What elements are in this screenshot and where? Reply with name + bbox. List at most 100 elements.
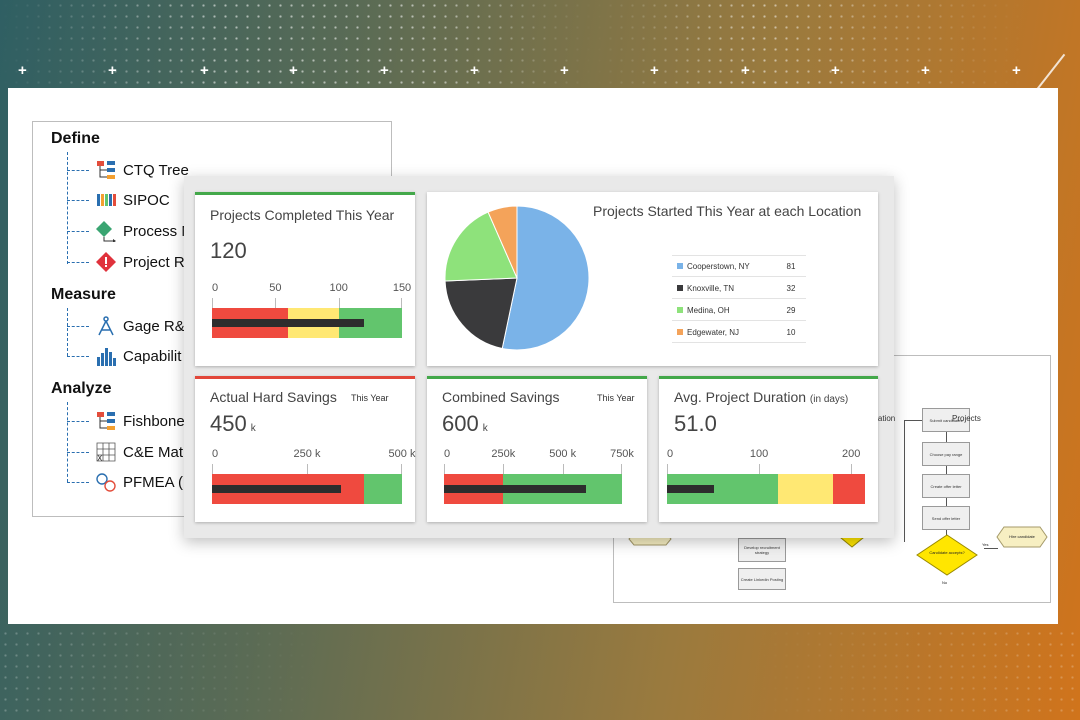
axis-tick-label: 500 k: [388, 448, 416, 460]
kpi-number: 450: [210, 411, 247, 436]
tree-item-capability[interactable]: Capabilit: [67, 344, 181, 368]
sipoc-icon: [97, 194, 116, 206]
plus-decoration-icon: +: [18, 62, 27, 79]
tree-item-pfmea[interactable]: PFMEA (F: [67, 470, 192, 494]
bar-chart-icon: [97, 348, 116, 366]
axis-tick-label: 50: [269, 282, 282, 294]
legend-row[interactable]: Knoxville, TN 32: [672, 277, 806, 299]
card-title: Projects Completed This Year: [210, 207, 395, 223]
pie-slice[interactable]: [487, 205, 518, 279]
tree-item-process-map[interactable]: Process M: [67, 219, 194, 243]
card-projects-started[interactable]: Projects Started This Year at each Locat…: [427, 192, 878, 366]
legend-row[interactable]: Edgewater, NJ 10: [672, 321, 806, 343]
plus-decoration-icon: +: [470, 62, 479, 79]
flow-no-label: No: [942, 580, 948, 585]
flow-step[interactable]: Develop recruitment strategy: [738, 538, 786, 562]
tree-item-gage-rr[interactable]: Gage R&R: [67, 314, 196, 338]
legend-project-count: 32: [786, 284, 796, 293]
tree-item-label: Process M: [123, 222, 194, 240]
measure-bar: [212, 319, 364, 327]
card-combined-savings[interactable]: Combined Savings This Year 600 k 0 250k 500…: [427, 376, 647, 522]
dot-texture-top: [0, 0, 1080, 85]
legend-divider: [672, 255, 806, 256]
dot-texture-bottom: [0, 628, 1080, 720]
svg-text:X: X: [97, 454, 103, 463]
card-header-bar: [195, 376, 415, 379]
tree-item-sipoc[interactable]: SIPOC: [67, 188, 170, 212]
flow-step[interactable]: Send offer letter: [922, 506, 970, 530]
pie-chart: [444, 205, 590, 351]
flow-step[interactable]: Create offer letter: [922, 474, 970, 498]
measure-bar: [212, 485, 342, 493]
axis-tick-label: 200: [841, 448, 861, 460]
tree-section-analyze[interactable]: Analyze: [51, 380, 112, 397]
tree-item-project-risk[interactable]: Project R: [67, 250, 185, 274]
tree-connector: [67, 152, 68, 264]
plus-decoration-icon: +: [650, 62, 659, 79]
flow-connector: [984, 548, 998, 549]
axis-tick-label: 100: [329, 282, 348, 294]
card-avg-project-duration[interactable]: Avg. Project Duration (in days) 51.0 0 10…: [659, 376, 878, 522]
card-projects-completed[interactable]: Projects Completed This Year 120 0 50 100 1…: [195, 192, 415, 366]
plus-decoration-icon: +: [921, 62, 930, 79]
legend-header-projects: Projects: [952, 414, 981, 423]
legend-project-count: 81: [786, 262, 796, 271]
axis-tick-label: 0: [212, 448, 219, 460]
flow-connector: [904, 420, 922, 421]
bullet-chart: 0 100 200: [667, 448, 865, 508]
compass-icon: [98, 316, 114, 336]
plus-decoration-icon: +: [1012, 62, 1021, 79]
axis-tick-label: 150: [392, 282, 412, 294]
legend-swatch: [677, 263, 683, 269]
plus-decoration-icon: +: [831, 62, 840, 79]
tree-item-label: CTQ Tree: [123, 161, 189, 179]
card-title: Projects Started This Year at each Locat…: [593, 203, 862, 219]
measure-bar: [667, 485, 714, 493]
bullet-chart: 0 250k 500 k 750k: [444, 448, 634, 508]
tree-item-label: Capabilit: [123, 347, 182, 365]
card-title-text: Avg. Project Duration: [674, 389, 807, 405]
bullet-chart: 0 50 100 150: [212, 282, 411, 342]
tree-connector: [67, 308, 68, 356]
pie-slice[interactable]: [444, 211, 518, 282]
card-title: Avg. Project Duration (in days): [674, 389, 848, 405]
tree-item-fishbone[interactable]: Fishbone: [67, 409, 185, 433]
legend-location-name: Medina, OH: [687, 306, 730, 315]
tree-section-measure[interactable]: Measure: [51, 286, 116, 303]
tree-section-define[interactable]: Define: [51, 130, 100, 147]
terminator-shape[interactable]: [996, 526, 1048, 548]
pie-slice[interactable]: [501, 205, 590, 351]
decision-diamond[interactable]: [916, 534, 978, 576]
legend-location-name: Edgewater, NJ: [687, 328, 740, 337]
legend-swatch: [677, 285, 683, 291]
flow-step[interactable]: Create Linkedin Posting: [738, 568, 786, 590]
axis-tick-label: 500 k: [549, 448, 577, 460]
flow-step[interactable]: Choose pay range: [922, 442, 970, 466]
card-title-suffix: (in days): [809, 394, 849, 405]
flow-terminator-label: Hire candidate: [1009, 534, 1035, 539]
axis-tick-label: 250 k: [293, 448, 321, 460]
kpi-dashboard: Projects Completed This Year 120 0 50 100 1…: [184, 176, 981, 538]
legend-row[interactable]: Cooperstown, NY 81: [672, 255, 806, 277]
plus-decoration-icon: +: [200, 62, 209, 79]
tree-item-label: SIPOC: [123, 191, 170, 209]
tree-item-ctq-tree[interactable]: CTQ Tree: [67, 158, 189, 182]
kpi-value: 450 k: [210, 411, 256, 437]
flow-yes-label: Yes: [982, 542, 989, 547]
tree-item-ce-matrix[interactable]: X C&E Matr: [67, 440, 188, 464]
card-subtitle: This Year: [351, 393, 389, 403]
legend-project-count: 10: [786, 328, 796, 337]
axis-tick-label: 0: [667, 448, 674, 460]
plus-decoration-icon: +: [380, 62, 389, 79]
plus-decoration-icon: +: [289, 62, 298, 79]
flow-step[interactable]: Submit candidates: [922, 408, 970, 432]
legend-row[interactable]: Medina, OH 29: [672, 299, 806, 321]
pie-slice[interactable]: [444, 277, 518, 350]
plus-decoration-icon: +: [560, 62, 569, 79]
process-map-icon: [96, 221, 116, 242]
warning-diamond-icon: [96, 252, 116, 272]
card-actual-hard-savings[interactable]: Actual Hard Savings This Year 450 k 0 250 …: [195, 376, 415, 522]
kpi-value: 51.0: [674, 411, 717, 436]
range-band: [364, 474, 402, 504]
legend-location-name: Knoxville, TN: [687, 284, 734, 293]
